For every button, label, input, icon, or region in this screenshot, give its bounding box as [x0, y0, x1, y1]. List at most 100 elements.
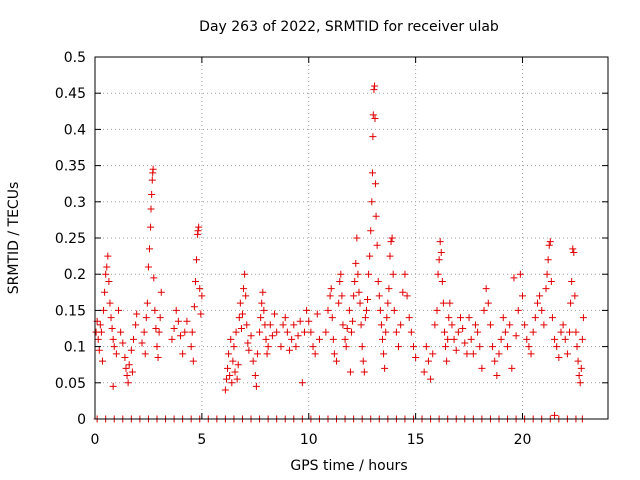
data-point	[570, 248, 578, 256]
data-point	[232, 328, 240, 336]
data-point	[98, 357, 106, 365]
data-point	[376, 306, 384, 314]
data-point	[471, 321, 479, 329]
data-point	[486, 321, 494, 329]
data-point	[244, 339, 252, 347]
data-point	[478, 364, 486, 372]
data-point	[226, 372, 234, 380]
data-points	[92, 82, 587, 423]
data-point	[271, 310, 279, 318]
data-point	[348, 328, 355, 336]
data-point	[154, 353, 162, 361]
data-point	[125, 361, 133, 369]
data-point	[443, 357, 451, 365]
data-point	[440, 328, 448, 336]
data-point	[538, 306, 546, 314]
data-point	[187, 343, 195, 351]
data-point	[194, 227, 202, 235]
data-point	[355, 288, 363, 296]
x-tick-label: 10	[300, 432, 318, 448]
data-point	[424, 357, 432, 365]
data-point	[183, 317, 191, 325]
y-tick-label: 0.05	[55, 376, 86, 392]
data-point	[294, 332, 302, 340]
data-point	[273, 328, 281, 336]
data-point	[555, 353, 563, 361]
data-point	[168, 335, 176, 343]
data-point	[386, 252, 394, 260]
data-point	[433, 306, 441, 314]
data-point	[371, 115, 379, 123]
y-tick-label: 0.2	[64, 267, 86, 283]
data-point	[397, 321, 405, 329]
data-point	[153, 343, 161, 351]
data-point	[129, 335, 137, 343]
data-point	[448, 321, 456, 329]
data-point	[156, 314, 164, 322]
data-point	[143, 299, 151, 307]
chart-title: Day 263 of 2022, SRMTID for receiver ula…	[199, 19, 499, 35]
data-point	[444, 335, 452, 343]
data-point	[263, 350, 271, 358]
data-point	[349, 317, 357, 325]
data-point	[147, 223, 155, 231]
data-point	[228, 379, 236, 387]
data-point	[568, 277, 576, 285]
y-tick-label: 0.1	[64, 340, 86, 356]
data-point	[436, 238, 444, 246]
data-point	[459, 325, 467, 332]
data-point	[375, 292, 383, 300]
data-point	[292, 343, 300, 351]
data-point	[374, 277, 382, 285]
data-point	[240, 285, 248, 293]
data-point	[450, 335, 458, 343]
data-point	[350, 292, 358, 300]
data-point	[335, 299, 343, 307]
data-point	[523, 335, 531, 343]
data-point	[536, 292, 544, 300]
data-point	[544, 256, 552, 264]
y-tick-label: 0.4	[64, 122, 86, 138]
data-point	[501, 328, 509, 336]
data-point	[198, 292, 206, 300]
data-point	[190, 303, 198, 311]
data-point	[105, 277, 113, 285]
data-point	[420, 368, 428, 376]
data-point	[247, 332, 255, 340]
x-axis-label: GPS time / hours	[290, 458, 407, 474]
y-tick-label: 0.3	[64, 195, 86, 211]
data-point	[315, 335, 323, 343]
data-point	[148, 191, 156, 199]
data-point	[357, 321, 365, 329]
data-point	[547, 277, 555, 285]
data-point	[333, 357, 341, 365]
data-point	[195, 223, 203, 231]
data-point	[439, 299, 447, 307]
data-point	[259, 288, 267, 296]
data-point	[434, 270, 442, 278]
data-point	[480, 306, 488, 314]
data-point	[309, 343, 317, 351]
data-point	[326, 292, 334, 300]
data-point	[288, 335, 296, 343]
data-point	[495, 350, 503, 358]
data-point	[476, 343, 484, 351]
data-point	[96, 321, 104, 329]
data-point	[352, 259, 360, 267]
data-point	[525, 343, 533, 351]
data-point	[117, 328, 125, 336]
data-point	[122, 364, 130, 372]
data-point	[512, 332, 520, 340]
data-point	[548, 314, 556, 322]
data-point	[322, 328, 330, 336]
data-point	[474, 328, 482, 336]
y-axis-label: SRMTID / TECUs	[6, 182, 22, 295]
data-point	[152, 325, 160, 332]
data-point	[482, 285, 490, 293]
data-point	[337, 270, 345, 278]
data-point	[371, 180, 379, 188]
data-point	[521, 321, 529, 329]
data-point	[181, 328, 189, 336]
data-point	[327, 285, 335, 293]
data-point	[454, 328, 462, 336]
